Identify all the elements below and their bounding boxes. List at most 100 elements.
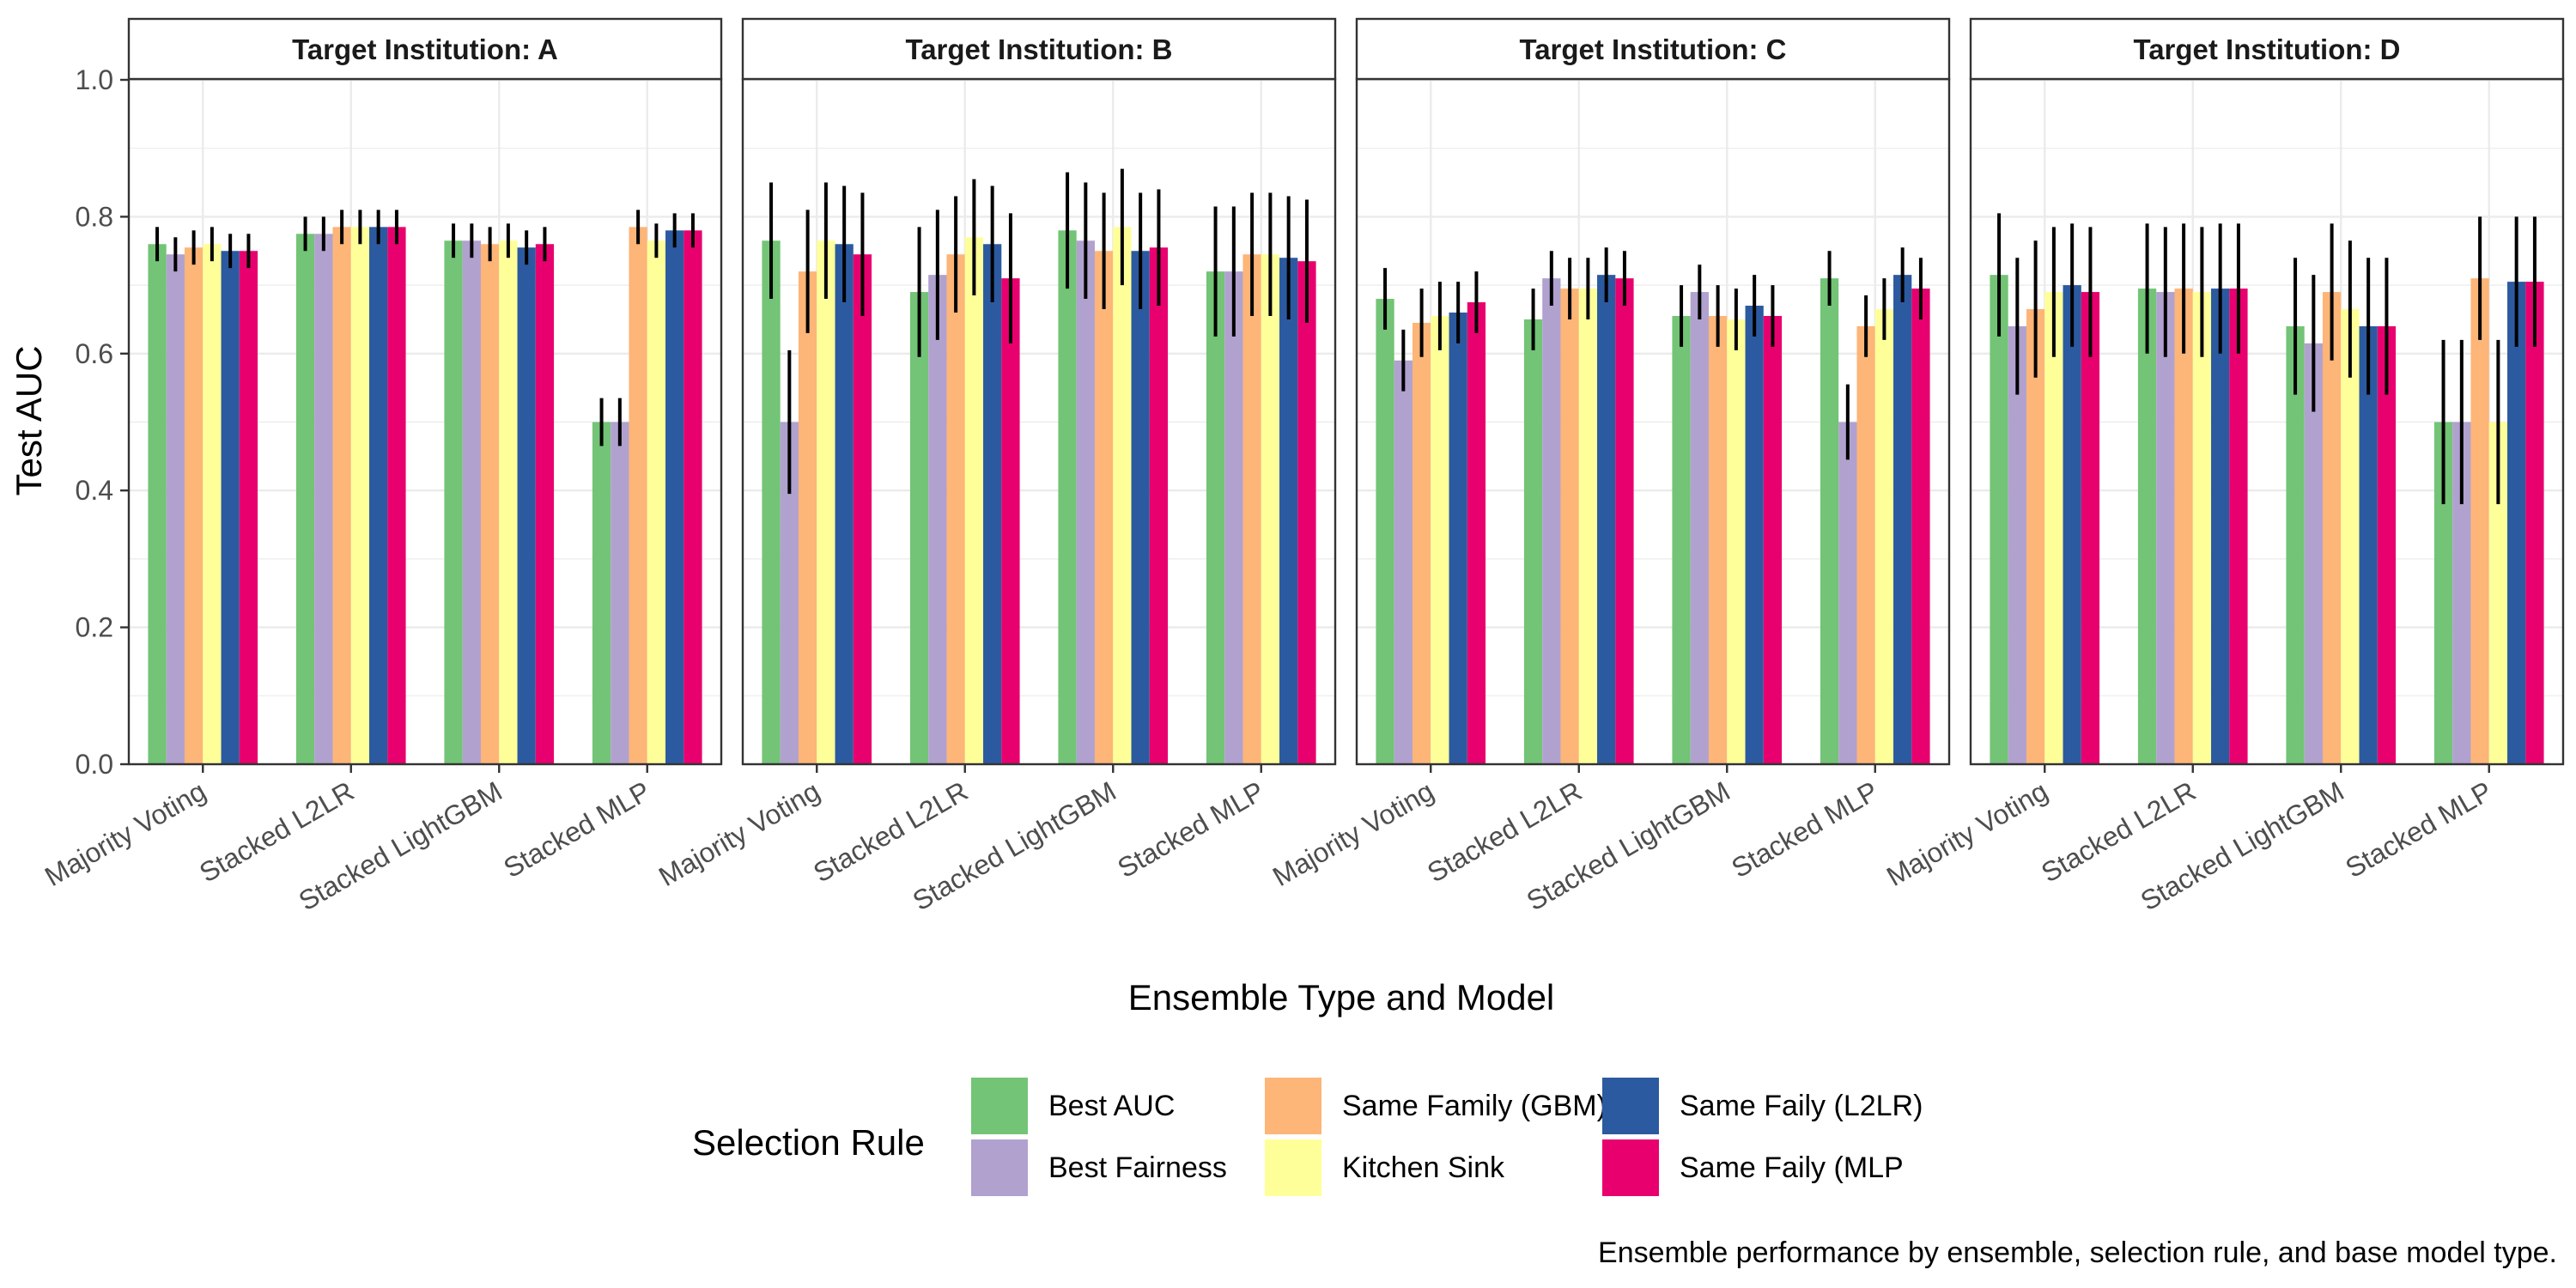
facet-strip (127, 17, 723, 81)
bar (1597, 275, 1616, 764)
legend-swatch (1602, 1139, 1659, 1196)
bar (2470, 278, 2489, 764)
bar (350, 227, 370, 765)
bar (592, 422, 611, 764)
facet-title: Target Institution: A (292, 33, 558, 65)
y-tick-label: 0.8 (76, 201, 113, 232)
bar (2341, 308, 2360, 764)
bar (2174, 289, 2193, 765)
legend-label: Kitchen Sink (1342, 1151, 1504, 1184)
x-tick-label: Stacked MLP (2340, 775, 2497, 884)
facet-strip (1969, 17, 2565, 81)
bar (480, 244, 500, 764)
legend-label: Same Faily (MLP (1680, 1151, 1904, 1184)
legend-swatch (1602, 1078, 1659, 1134)
bar (946, 254, 965, 764)
bar (2211, 289, 2230, 765)
bar (1745, 306, 1764, 764)
legend-item-kitchen-sink: Kitchen Sink (1265, 1139, 1660, 1196)
bar (1076, 240, 1095, 764)
bar (2192, 292, 2212, 764)
bar (780, 422, 799, 764)
legend-swatch (1265, 1139, 1321, 1196)
bar (2026, 308, 2045, 764)
bar (2488, 422, 2508, 764)
bar (1911, 289, 1930, 765)
bar (1523, 319, 1543, 764)
legend-label: Same Family (GBM) (1342, 1090, 1607, 1122)
bar (1131, 251, 1150, 764)
bar (387, 227, 406, 765)
y-tick-label: 1.0 (76, 64, 113, 95)
facet-panel: Target Institution: B Majority Voting Stac… (653, 17, 1337, 916)
bar (611, 422, 629, 764)
y-tick-label: 0.6 (76, 338, 113, 369)
facet-panel: Target Institution: A Majority Voting Stac… (39, 17, 723, 916)
bar (1708, 315, 1728, 765)
bar (2304, 343, 2323, 764)
bar (2063, 285, 2081, 765)
y-tick-label: 0.4 (76, 475, 113, 506)
facet-strip (1355, 17, 1951, 81)
x-tick-label: Majority Voting (1881, 775, 2053, 892)
facet-title: Target Institution: C (1519, 33, 1786, 65)
bar (964, 237, 984, 764)
bar (166, 254, 185, 764)
bar (2286, 325, 2305, 764)
bar (1431, 315, 1449, 765)
bar (835, 244, 854, 764)
bar (1206, 271, 1225, 764)
y-axis-title: Test AUC (9, 345, 49, 495)
bar (1376, 299, 1394, 764)
legend-item-same-faily-l2lr: Same Faily (L2LR) (1602, 1078, 1997, 1134)
bar (2377, 325, 2397, 764)
bar (928, 275, 947, 764)
x-axis-title: Ensemble Type and Model (1128, 977, 1555, 1018)
bar (909, 292, 929, 764)
bar (1874, 308, 1894, 764)
bar (1297, 261, 1316, 765)
bar (1113, 227, 1132, 765)
legend-item-best-auc: Best AUC (971, 1078, 1366, 1134)
bar (1449, 312, 1467, 765)
bar (983, 244, 1002, 764)
bar (1242, 254, 1261, 764)
legend-swatch (971, 1139, 1028, 1196)
bar (762, 240, 781, 764)
bar (2137, 289, 2157, 765)
bar (1838, 422, 1857, 764)
y-tick-label: 0.0 (76, 749, 113, 780)
facet-panel: Target Institution: D Majority Voting Stac… (1881, 17, 2565, 916)
bar (1261, 254, 1280, 764)
bar (1727, 319, 1746, 764)
bar (535, 244, 555, 764)
x-tick-label: Majority Voting (653, 775, 825, 892)
bar (2044, 292, 2063, 764)
legend-title: Selection Rule (692, 1122, 925, 1163)
bar (1763, 315, 1783, 765)
y-axis: 0.0 0.2 0.4 0.6 0.8 1.0 (76, 64, 129, 780)
bar (1094, 251, 1114, 764)
bar (853, 254, 872, 764)
bar (1467, 302, 1486, 764)
facet-strip (741, 17, 1337, 81)
facet-title: Target Institution: B (905, 33, 1172, 65)
x-tick-label: Stacked MLP (1112, 775, 1269, 884)
bar (462, 240, 481, 764)
legend-label: Best AUC (1048, 1090, 1176, 1122)
bar (2156, 292, 2175, 764)
bar (1224, 271, 1243, 764)
bar (239, 251, 258, 764)
bar (1412, 322, 1431, 764)
bar (2008, 325, 2026, 764)
x-tick-label: Stacked MLP (498, 775, 655, 884)
facet-title: Target Institution: D (2133, 33, 2400, 65)
x-tick-label: Majority Voting (39, 775, 211, 892)
legend-swatch (971, 1078, 1028, 1134)
bar (665, 230, 684, 765)
bar (295, 234, 315, 764)
bar (517, 247, 536, 764)
bar (221, 251, 240, 764)
